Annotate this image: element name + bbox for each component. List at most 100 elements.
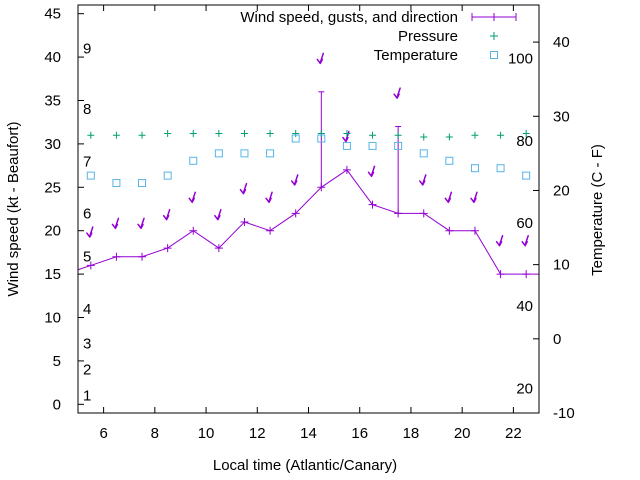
wind-speed-point — [86, 261, 95, 270]
wind-speed-point — [240, 218, 249, 227]
y-tick-label: 25 — [44, 179, 61, 196]
pressure-point — [497, 131, 505, 139]
y-tick-label: 5 — [53, 353, 61, 370]
wind-direction-arrow — [419, 174, 427, 186]
x-tick-label: 10 — [198, 425, 215, 442]
x-axis: 6 8 10 12 14 16 18 20 22 — [99, 5, 522, 442]
x-tick-label: 12 — [249, 425, 266, 442]
y-tick-label: 0 — [53, 396, 61, 413]
pressure-point — [420, 133, 428, 141]
legend-label-pressure: Pressure — [398, 28, 458, 45]
x-tick-label: 18 — [403, 425, 420, 442]
wind-speed-point — [163, 244, 172, 253]
wind-speed-point — [470, 226, 479, 235]
wind-speed-point — [189, 226, 198, 235]
beaufort-label: 4 — [83, 301, 91, 318]
wind-direction-arrow — [265, 191, 273, 204]
beaufort-label: 8 — [83, 101, 91, 118]
y-tick-label: 20 — [44, 223, 61, 240]
pressure-point — [87, 131, 95, 139]
pressure-point — [369, 131, 377, 139]
temperature-point — [317, 134, 326, 143]
wind-speed-point — [291, 209, 300, 218]
pressure-point — [215, 129, 223, 137]
legend-swatch-pressure — [490, 32, 498, 40]
wind-speed-point — [112, 252, 121, 261]
legend-swatch-wind — [471, 13, 517, 21]
temperature-point — [496, 164, 505, 173]
fahrenheit-label: 20 — [516, 381, 533, 398]
temperature-point — [214, 149, 223, 158]
beaufort-label: 5 — [83, 249, 91, 266]
pressure-point — [522, 129, 530, 137]
wind-speed-point — [496, 270, 505, 279]
wind-speed-point — [368, 200, 377, 209]
x-tick-label: 22 — [505, 425, 522, 442]
y-axis-left: 0 5 10 15 20 25 30 35 40 45 — [44, 6, 84, 413]
y2-tick-label: 40 — [553, 34, 570, 51]
beaufort-label: 2 — [83, 362, 91, 379]
y2-tick-label: 10 — [553, 257, 570, 274]
pressure-point — [164, 129, 172, 137]
wind-direction-arrow — [137, 217, 145, 230]
x-tick-label: 8 — [151, 425, 159, 442]
fahrenheit-label: 80 — [516, 133, 533, 150]
pressure-point — [138, 131, 146, 139]
temperature-point — [240, 149, 249, 158]
y-axis-title: Wind speed (kt - Beaufort) — [5, 121, 22, 296]
y-axis-right: -10 0 10 20 30 40 — [533, 34, 575, 422]
pressure-point — [292, 129, 300, 137]
wind-direction-arrow — [162, 208, 171, 221]
pressure-point — [112, 131, 120, 139]
wind-direction-arrow — [239, 182, 248, 195]
pressure-point — [266, 129, 274, 137]
temperature-point — [112, 179, 121, 188]
pressure-point — [445, 133, 453, 141]
temperature-point — [342, 141, 351, 150]
wind-direction-arrow — [393, 87, 401, 99]
fahrenheit-label: 40 — [516, 298, 533, 315]
wind-direction-arrow — [470, 191, 478, 204]
temperature-point — [291, 134, 300, 143]
x-axis-title: Local time (Atlantic/Canary) — [213, 457, 397, 474]
temperature-point — [445, 156, 454, 165]
y2-tick-label: -10 — [553, 405, 575, 422]
y2-axis-title: Temperature (C - F) — [589, 144, 606, 276]
x-tick-label: 20 — [454, 425, 471, 442]
temperature-point — [86, 171, 95, 180]
temperature-point — [522, 171, 531, 180]
wind-direction-arrow — [86, 226, 94, 238]
wind-speed-point — [138, 252, 147, 261]
beaufort-labels: 1 2 3 4 5 6 7 8 9 — [83, 40, 91, 404]
wind-direction-arrow — [214, 208, 222, 221]
pressure-point — [394, 131, 402, 139]
temperature-point — [163, 171, 172, 180]
y-tick-label: 10 — [44, 310, 61, 327]
x-tick-label: 14 — [300, 425, 317, 442]
pressure-point — [343, 129, 351, 137]
y-tick-label: 35 — [44, 92, 61, 109]
y-tick-label: 40 — [44, 49, 61, 66]
x-tick-label: 16 — [351, 425, 368, 442]
beaufort-label: 1 — [83, 388, 91, 405]
x-tick-label: 6 — [99, 425, 107, 442]
temperature-point — [138, 179, 147, 188]
y-tick-label: 45 — [44, 6, 61, 23]
wind-direction-arrow — [290, 174, 299, 186]
temperature-point — [470, 164, 479, 173]
wind-speed-point — [394, 209, 403, 218]
wind-speed-line — [77, 169, 539, 275]
wind-direction-arrow — [111, 217, 120, 230]
wind-speed-point — [522, 270, 531, 279]
legend: Wind speed, gusts, and direction Pressur… — [240, 9, 517, 64]
y-tick-label: 15 — [44, 266, 61, 283]
wind-direction-arrow — [316, 52, 325, 65]
wind-direction-arrow — [444, 191, 453, 204]
beaufort-label: 7 — [83, 153, 91, 170]
temperature-point — [394, 141, 403, 150]
wind-speed-point — [342, 165, 351, 174]
wind-speed-point — [214, 244, 223, 253]
pressure-point — [240, 129, 248, 137]
pressure-point — [471, 131, 479, 139]
